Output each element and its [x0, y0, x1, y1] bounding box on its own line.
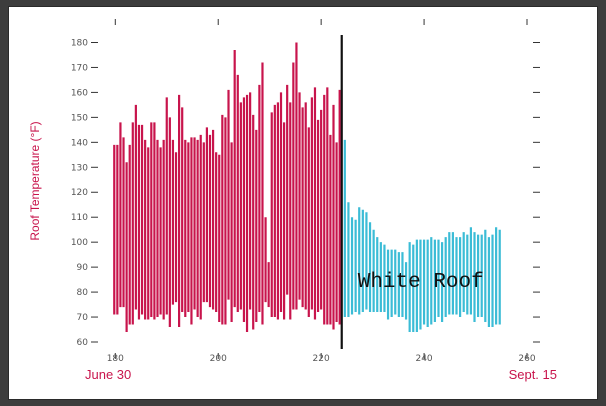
x-tick-label: 260: [518, 354, 535, 364]
y-tick-label: 160: [71, 88, 88, 98]
y-tick-label: 70: [77, 313, 89, 323]
x-tick-label: 180: [107, 354, 124, 364]
y-tick-label: 110: [71, 213, 88, 223]
y-tick-label: 80: [77, 288, 89, 298]
y-tick-label: 150: [71, 113, 88, 123]
x-tick-label: 200: [210, 354, 227, 364]
bar-layer: [113, 42, 501, 333]
axes-layer: 60 70 80 90 100 110 120 130 140 150 160 170 180 180 20…: [71, 19, 540, 364]
y-tick-label: 130: [71, 163, 88, 173]
start-date-label: June 30: [85, 367, 131, 382]
x-tick-label: 220: [313, 354, 330, 364]
y-tick-label: 60: [77, 338, 89, 348]
white-roof-annotation: White Roof: [358, 271, 484, 294]
y-tick-label: 90: [77, 263, 89, 273]
chart-frame: 60 70 80 90 100 110 120 130 140 150 160 170 180 180 20…: [8, 6, 598, 400]
y-tick-label: 100: [71, 238, 88, 248]
y-axis-label: Roof Temperature (°F): [28, 121, 42, 240]
y-tick-label: 170: [71, 63, 88, 73]
x-tick-label: 240: [415, 354, 432, 364]
y-tick-label: 180: [71, 38, 88, 48]
end-date-label: Sept. 15: [509, 367, 557, 382]
y-tick-label: 140: [71, 138, 88, 148]
roof-temperature-chart: 60 70 80 90 100 110 120 130 140 150 160 170 180 180 20…: [28, 19, 557, 382]
y-tick-label: 120: [71, 188, 88, 198]
